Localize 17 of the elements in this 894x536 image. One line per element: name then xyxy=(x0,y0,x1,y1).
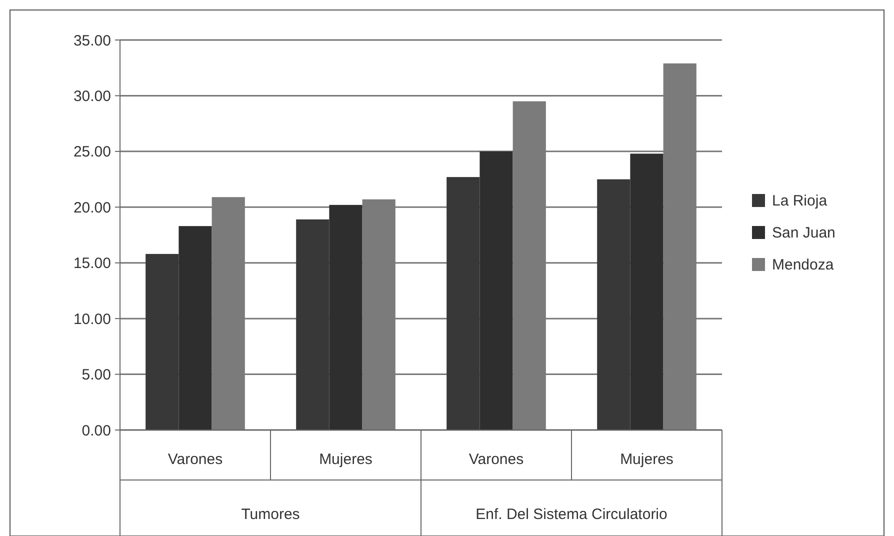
x-tick-label: Mujeres xyxy=(319,451,372,468)
y-tick-label: 20.00 xyxy=(73,199,111,216)
legend-label: La Rioja xyxy=(772,192,828,210)
y-tick-label: 0.00 xyxy=(82,422,111,440)
y-tick-label: 30.00 xyxy=(73,88,111,105)
y-tick-label: 25.00 xyxy=(73,144,111,161)
y-tick-label: 35.00 xyxy=(73,32,111,50)
y-tick-label: 10.00 xyxy=(73,310,111,328)
x-tick-label: Varones xyxy=(468,451,524,468)
text: Enf. Del Sistema Circulatorio xyxy=(476,506,668,523)
text: Tumores xyxy=(241,506,300,523)
legend-label: San Juan xyxy=(772,224,836,242)
x-tick-label: Varones xyxy=(168,451,223,468)
x-tick-label: Mujeres xyxy=(620,451,674,468)
y-tick-label: 15.00 xyxy=(73,255,111,272)
y-tick-label: 5.00 xyxy=(82,366,111,384)
legend-label: Mendoza xyxy=(772,256,834,274)
